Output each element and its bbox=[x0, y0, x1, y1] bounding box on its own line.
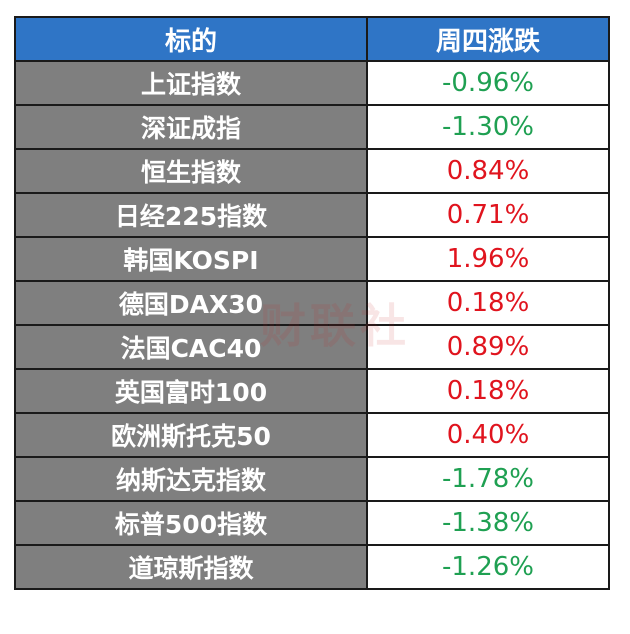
change-value-cell: 1.96% bbox=[366, 236, 610, 282]
index-name-cell: 标普500指数 bbox=[14, 500, 368, 546]
table-row: 标普500指数 -1.38% bbox=[14, 500, 610, 546]
change-value-cell: 0.71% bbox=[366, 192, 610, 238]
index-name-cell: 恒生指数 bbox=[14, 148, 368, 194]
index-change-table: 标的 周四涨跌 上证指数 -0.96% 深证成指 -1.30% 恒生指数 0.84% 日经2… bbox=[14, 16, 610, 590]
index-name-cell: 道琼斯指数 bbox=[14, 544, 368, 590]
change-value-cell: -0.96% bbox=[366, 60, 610, 106]
change-value-cell: 0.18% bbox=[366, 280, 610, 326]
index-name-cell: 欧洲斯托克50 bbox=[14, 412, 368, 458]
table-body: 上证指数 -0.96% 深证成指 -1.30% 恒生指数 0.84% 日经225指数 0.71… bbox=[14, 60, 610, 590]
table-header-row: 标的 周四涨跌 bbox=[14, 16, 610, 62]
change-value-cell: 0.84% bbox=[366, 148, 610, 194]
table-row: 德国DAX30 0.18% bbox=[14, 280, 610, 326]
table-row: 欧洲斯托克50 0.40% bbox=[14, 412, 610, 458]
index-name-cell: 深证成指 bbox=[14, 104, 368, 150]
table-row: 法国CAC40 0.89% bbox=[14, 324, 610, 370]
table-row: 上证指数 -0.96% bbox=[14, 60, 610, 106]
index-name-cell: 日经225指数 bbox=[14, 192, 368, 238]
table-row: 道琼斯指数 -1.26% bbox=[14, 544, 610, 590]
table-row: 恒生指数 0.84% bbox=[14, 148, 610, 194]
header-thursday-change: 周四涨跌 bbox=[366, 16, 610, 62]
table-row: 纳斯达克指数 -1.78% bbox=[14, 456, 610, 502]
change-value-cell: 0.18% bbox=[366, 368, 610, 414]
change-value-cell: -1.78% bbox=[366, 456, 610, 502]
change-value-cell: 0.89% bbox=[366, 324, 610, 370]
index-name-cell: 法国CAC40 bbox=[14, 324, 368, 370]
index-name-cell: 韩国KOSPI bbox=[14, 236, 368, 282]
table-row: 英国富时100 0.18% bbox=[14, 368, 610, 414]
index-name-cell: 德国DAX30 bbox=[14, 280, 368, 326]
table-row: 深证成指 -1.30% bbox=[14, 104, 610, 150]
index-name-cell: 纳斯达克指数 bbox=[14, 456, 368, 502]
change-value-cell: -1.26% bbox=[366, 544, 610, 590]
index-name-cell: 上证指数 bbox=[14, 60, 368, 106]
change-value-cell: -1.30% bbox=[366, 104, 610, 150]
header-index-name: 标的 bbox=[14, 16, 368, 62]
change-value-cell: 0.40% bbox=[366, 412, 610, 458]
change-value-cell: -1.38% bbox=[366, 500, 610, 546]
index-name-cell: 英国富时100 bbox=[14, 368, 368, 414]
table-row: 日经225指数 0.71% bbox=[14, 192, 610, 238]
table-row: 韩国KOSPI 1.96% bbox=[14, 236, 610, 282]
